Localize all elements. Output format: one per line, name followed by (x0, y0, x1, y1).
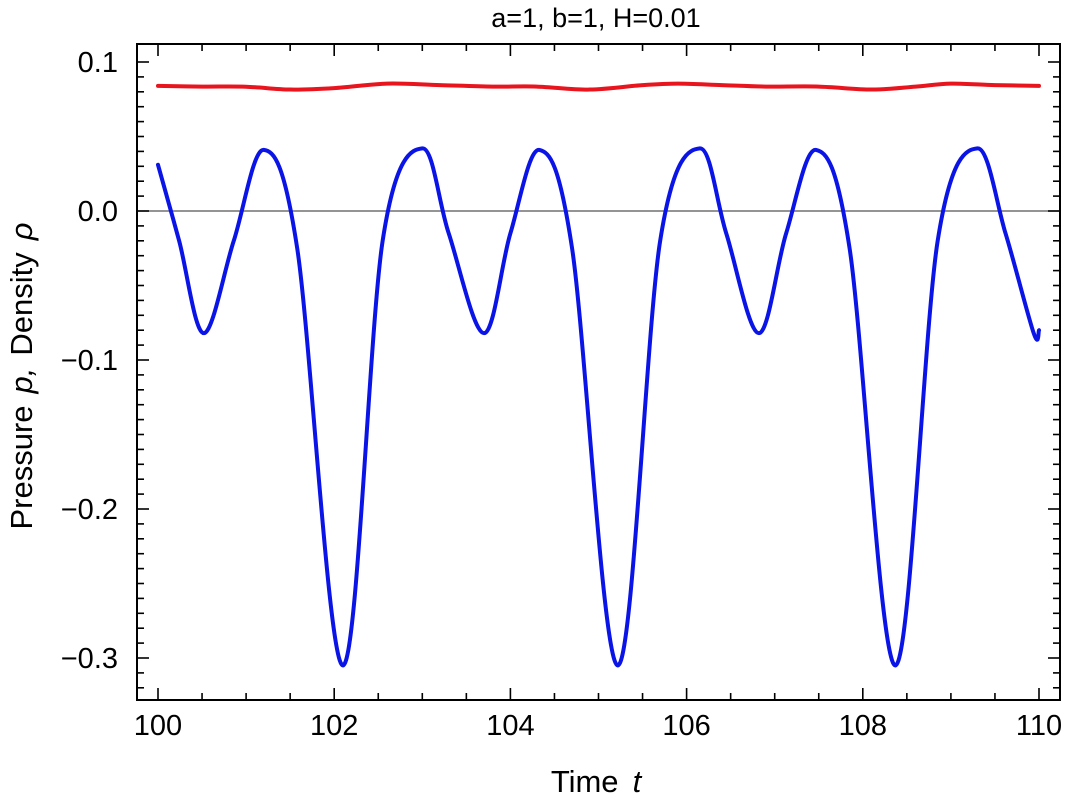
y-axis-label-rho-symbol: ρ (4, 222, 39, 241)
y-axis-label: Pressure p, Density ρ (4, 222, 39, 529)
y-tick-label: −0.2 (61, 494, 118, 526)
y-axis-label-pressure: Pressure (4, 405, 39, 529)
x-tick-label: 104 (486, 710, 534, 742)
plot-layer (137, 81, 1060, 668)
x-tick-label: 100 (134, 710, 182, 742)
x-axis-label-symbol: t (633, 764, 643, 799)
axis-layer: 100 102 104 106 108 110 0.1 0.0 −0.1 −0.2 −0.3 (61, 43, 1062, 742)
x-tick-label: 106 (662, 710, 710, 742)
y-tick-label: 0.1 (78, 47, 118, 79)
chart-title: a=1, b=1, H=0.01 (491, 3, 700, 33)
series-line-1 (156, 81, 1041, 92)
x-axis-label-text: Time (551, 764, 619, 799)
series-line-2 (156, 146, 1041, 668)
x-axis-label: Time t (551, 764, 643, 799)
x-tick-label: 108 (839, 710, 887, 742)
y-tick-label: 0.0 (78, 196, 118, 228)
y-tick-label: −0.3 (61, 643, 118, 675)
x-tick-label: 102 (310, 710, 358, 742)
y-tick-label: −0.1 (61, 345, 118, 377)
plot-frame (136, 43, 1061, 701)
y-axis-label-density: Density (4, 252, 39, 356)
y-axis-label-p-symbol: p, (4, 368, 39, 395)
x-tick-label: 110 (1016, 710, 1062, 742)
